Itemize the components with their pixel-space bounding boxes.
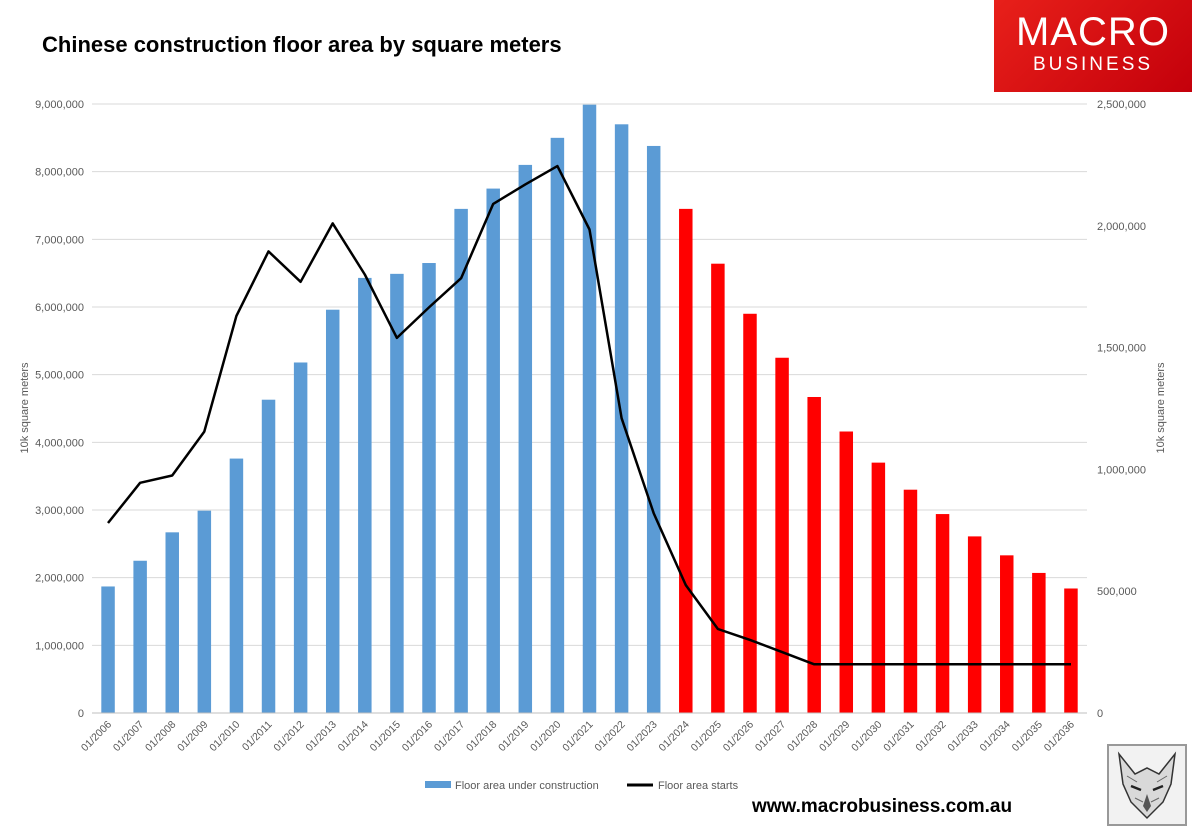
x-tick-label: 01/2013 — [304, 719, 339, 754]
x-tick-label: 01/2029 — [817, 719, 852, 754]
y-left-tick-label: 9,000,000 — [35, 99, 84, 111]
legend-label-bars: Floor area under construction — [455, 780, 599, 792]
chart-title: Chinese construction floor area by squar… — [42, 32, 562, 57]
bar-01/2026 — [743, 313, 757, 713]
x-tick-label: 01/2017 — [432, 719, 467, 754]
x-tick-label: 01/2014 — [336, 719, 371, 754]
y-left-tick-label: 2,000,000 — [35, 573, 84, 585]
y-right-tick-label: 2,000,000 — [1097, 221, 1146, 233]
x-tick-label: 01/2026 — [721, 719, 756, 754]
y-right-tick-label: 1,500,000 — [1097, 343, 1146, 355]
x-tick-label: 01/2032 — [913, 719, 948, 754]
bar-01/2014 — [358, 277, 372, 713]
x-tick-label: 01/2007 — [111, 719, 146, 754]
fox-head-icon — [1117, 751, 1177, 820]
y-left-tick-label: 4,000,000 — [35, 437, 84, 449]
bar-01/2032 — [935, 514, 950, 713]
x-tick-label: 01/2023 — [624, 719, 659, 754]
bar-01/2019 — [518, 164, 533, 713]
bar-01/2013 — [325, 309, 340, 713]
bar-01/2031 — [903, 489, 918, 713]
bar-01/2011 — [261, 399, 276, 713]
x-tick-label: 01/2010 — [207, 719, 242, 754]
y-right-tick-label: 2,500,000 — [1097, 99, 1146, 111]
x-tick-label: 01/2027 — [753, 719, 788, 754]
bar-01/2035 — [1032, 572, 1046, 713]
chart-area: 0 1,000,000 2,000,000 3,000,000 4,000,000 5,0… — [19, 99, 1167, 792]
bar-01/2006 — [101, 586, 115, 713]
x-tick-label: 01/2036 — [1042, 719, 1077, 754]
legend: Floor area under construction Floor area… — [425, 780, 739, 792]
line-series — [107, 164, 1071, 666]
y-right-tick-label: 1,000,000 — [1097, 464, 1146, 476]
bar-01/2028 — [807, 396, 821, 713]
bar-01/2025 — [711, 263, 725, 713]
y-left-tick-label: 1,000,000 — [35, 640, 84, 652]
x-tick-label: 01/2008 — [143, 719, 178, 754]
x-tick-label: 01/2006 — [79, 719, 114, 754]
x-tick-label: 01/2033 — [945, 719, 980, 754]
bar-01/2033 — [967, 536, 982, 713]
bar-01/2024 — [679, 208, 693, 713]
x-tick-label: 01/2021 — [560, 719, 595, 754]
bar-01/2023 — [646, 145, 661, 713]
bar-01/2016 — [422, 263, 436, 713]
bar-series — [101, 104, 1078, 714]
y-left-tick-label: 7,000,000 — [35, 234, 84, 246]
logo-line-2: BUSINESS — [1032, 54, 1154, 75]
x-tick-label: 01/2012 — [271, 719, 306, 754]
bar-01/2017 — [454, 208, 468, 713]
bar-01/2021 — [582, 104, 597, 714]
y-right-tick-label: 0 — [1097, 708, 1103, 720]
x-tick-label: 01/2025 — [689, 719, 724, 754]
y-axis-right-label: 10k square meters — [1155, 362, 1167, 454]
bar-01/2027 — [775, 357, 789, 713]
legend-swatch-bars — [425, 781, 451, 788]
legend-label-line: Floor area starts — [658, 780, 739, 792]
bar-01/2007 — [133, 560, 147, 713]
bar-01/2009 — [197, 510, 212, 713]
x-tick-label: 01/2035 — [1010, 719, 1045, 754]
x-tick-label: 01/2018 — [464, 719, 499, 754]
y-left-tick-label: 5,000,000 — [35, 370, 84, 382]
x-tick-label: 01/2011 — [240, 719, 275, 754]
x-tick-label: 01/2024 — [657, 719, 692, 754]
y-left-tick-label: 0 — [78, 708, 84, 720]
website-url[interactable]: www.macrobusiness.com.au — [752, 796, 1013, 817]
logo-line-1: MACRO — [1016, 10, 1170, 54]
y-left-tick-label: 8,000,000 — [35, 167, 84, 179]
y-right-tick-label: 500,000 — [1097, 586, 1137, 598]
macrobusiness-logo: MACRO BUSINESS — [994, 0, 1192, 92]
bar-01/2012 — [293, 362, 308, 713]
y-left-tick-label: 3,000,000 — [35, 505, 84, 517]
bar-01/2029 — [839, 431, 854, 713]
bar-01/2010 — [229, 458, 244, 713]
bar-01/2034 — [1000, 555, 1014, 713]
x-tick-label: 01/2016 — [400, 719, 435, 754]
x-tick-label: 01/2019 — [496, 719, 531, 754]
floor-area-starts-line — [107, 164, 1071, 666]
bar-01/2020 — [550, 137, 565, 714]
bar-01/2036 — [1064, 588, 1078, 713]
x-tick-label: 01/2009 — [175, 719, 210, 754]
y-axis-left-label: 10k square meters — [19, 362, 31, 454]
x-tick-label: 01/2031 — [881, 719, 916, 754]
bar-01/2030 — [871, 462, 886, 713]
x-tick-label: 01/2028 — [785, 719, 820, 754]
bar-01/2015 — [390, 273, 404, 713]
x-tick-label: 01/2015 — [368, 719, 403, 754]
bar-01/2018 — [486, 188, 500, 714]
y-left-tick-label: 6,000,000 — [35, 302, 84, 314]
fox-logo — [1107, 744, 1187, 826]
x-tick-label: 01/2022 — [592, 719, 627, 754]
x-tick-label: 01/2020 — [528, 719, 563, 754]
x-tick-label: 01/2030 — [849, 719, 884, 754]
x-tick-label: 01/2034 — [978, 719, 1013, 754]
bar-01/2008 — [165, 532, 179, 713]
